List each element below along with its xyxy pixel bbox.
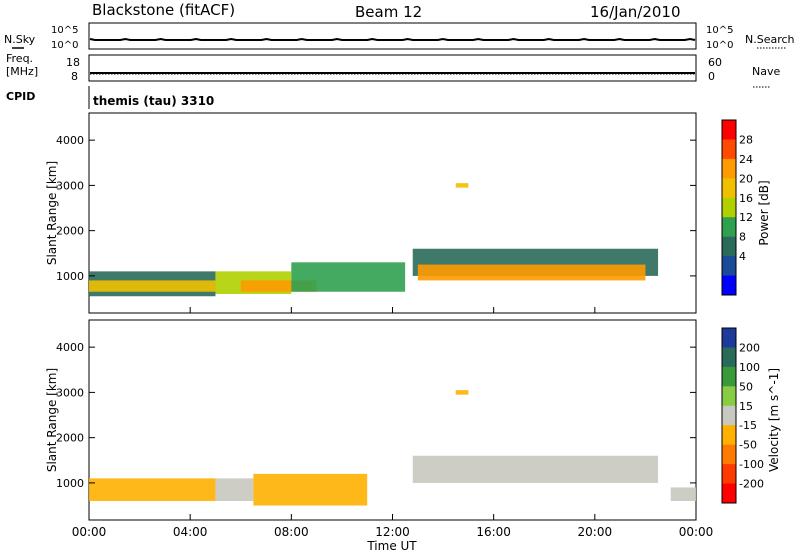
freq-tick-bottom: 8 [71, 70, 78, 83]
beam-title: Beam 12 [355, 3, 422, 21]
power-ytick-label-3: 4000 [56, 134, 84, 147]
power-colorbar-tick-3: 16 [739, 192, 753, 205]
power-colorbar: 28 24 20 16 12 8 4 [722, 120, 753, 296]
velocity-colorbar-label-text: Velocity [m s^-1] [767, 368, 781, 472]
freq-tick-top: 18 [66, 56, 80, 69]
noise-trace [90, 39, 695, 40]
noise-tick-right-bottom: 10^0 [706, 40, 733, 51]
velocity-band-2 [253, 474, 367, 506]
power-ytick-label-1: 2000 [56, 225, 84, 238]
x-tick-label-6: 00:00 [679, 525, 714, 539]
power-band-7 [456, 183, 469, 188]
nave-label: Nave [752, 65, 780, 78]
power-colorbar-tick-6: 4 [739, 250, 746, 263]
nsky-label: N.Sky [4, 33, 36, 46]
velocity-colorbar-swatch-8 [722, 484, 736, 504]
x-tick-label-0: 00:00 [72, 525, 107, 539]
velocity-band-0 [89, 478, 215, 501]
velocity-colorbar-tick-2: 50 [739, 380, 753, 393]
cpid-label: CPID [6, 90, 35, 103]
x-axis-label: Time UT [366, 539, 417, 553]
power-colorbar-swatch-2 [722, 159, 736, 179]
power-colorbar-tick-0: 28 [739, 133, 753, 146]
x-tick-label-3: 12:00 [375, 525, 410, 539]
power-colorbar-swatch-1 [722, 139, 736, 159]
freq-label: Freq. [6, 52, 33, 65]
velocity-band-3 [413, 456, 658, 483]
power-marks [89, 183, 658, 296]
velocity-colorbar-swatch-0 [722, 328, 736, 348]
power-band-4 [291, 262, 405, 291]
power-colorbar-tick-1: 24 [739, 153, 753, 166]
freq-unit-label: [MHz] [6, 65, 38, 78]
velocity-ytick-label-2: 3000 [56, 386, 84, 399]
power-band-1 [89, 280, 215, 291]
station-title: Blackstone (fitACF) [92, 1, 235, 19]
date-title: 16/Jan/2010 [590, 3, 681, 21]
noise-tick-right-top: 10^5 [706, 25, 733, 36]
power-colorbar-swatch-0 [722, 120, 736, 140]
velocity-colorbar-swatch-7 [722, 464, 736, 484]
velocity-band-4 [671, 487, 696, 501]
power-ytick-label-0: 1000 [56, 270, 84, 283]
velocity-colorbar-swatch-4 [722, 406, 736, 426]
velocity-colorbar-tick-0: 200 [739, 341, 760, 354]
velocity-ytick-label-3: 4000 [56, 341, 84, 354]
x-axis: 00:00 04:00 08:00 12:00 16:00 20:00 00:00 [72, 307, 714, 539]
power-colorbar-swatch-6 [722, 237, 736, 257]
velocity-colorbar-tick-1: 100 [739, 361, 760, 374]
velocity-colorbar-swatch-2 [722, 367, 736, 387]
power-colorbar-swatch-7 [722, 256, 736, 276]
freq-panel [89, 55, 696, 81]
velocity-colorbar-tick-6: -100 [739, 458, 764, 471]
power-ytick-label-2: 3000 [56, 179, 84, 192]
noise-tick-left-top: 10^5 [51, 25, 78, 36]
velocity-colorbar-tick-5: -50 [739, 439, 757, 452]
velocity-colorbar-swatch-5 [722, 425, 736, 445]
velocity-colorbar-tick-7: -200 [739, 478, 764, 491]
power-colorbar-tick-5: 8 [739, 231, 746, 244]
power-band-6 [418, 265, 646, 281]
power-colorbar-swatch-4 [722, 198, 736, 218]
power-y-label: Slant Range [km] [45, 161, 59, 265]
cpid-text: themis (tau) 3310 [93, 94, 214, 108]
velocity-colorbar-label: Velocity [m s^-1] [767, 368, 781, 472]
velocity-ytick-label-0: 1000 [56, 477, 84, 490]
nave-tick-top: 60 [708, 56, 722, 69]
velocity-band-1 [215, 478, 253, 501]
velocity-colorbar-tick-3: 15 [739, 400, 753, 413]
x-tick-label-2: 08:00 [274, 525, 309, 539]
velocity-y-label: Slant Range [km] [45, 368, 59, 472]
power-colorbar-tick-2: 20 [739, 172, 753, 185]
velocity-colorbar-tick-4: -15 [739, 419, 757, 432]
velocity-band-5 [456, 390, 469, 395]
x-tick-label-1: 04:00 [173, 525, 208, 539]
power-colorbar-label: Power [dB] [757, 180, 771, 245]
nsearch-label: N.Search [745, 33, 795, 46]
velocity-marks [89, 390, 696, 505]
power-colorbar-swatch-5 [722, 217, 736, 237]
velocity-colorbar-swatch-6 [722, 445, 736, 465]
nave-tick-bottom: 0 [708, 70, 715, 83]
x-tick-label-5: 20:00 [578, 525, 613, 539]
noise-panel [89, 23, 696, 49]
velocity-ytick-label-1: 2000 [56, 432, 84, 445]
velocity-colorbar: 200 100 50 15 -15 -50 -100 -200 [722, 328, 764, 504]
power-colorbar-tick-4: 12 [739, 211, 753, 224]
x-tick-label-4: 16:00 [476, 525, 511, 539]
power-colorbar-swatch-3 [722, 178, 736, 198]
velocity-colorbar-swatch-3 [722, 386, 736, 406]
noise-tick-left-bottom: 10^0 [51, 40, 78, 51]
velocity-colorbar-swatch-1 [722, 347, 736, 367]
power-colorbar-swatch-8 [722, 276, 736, 296]
